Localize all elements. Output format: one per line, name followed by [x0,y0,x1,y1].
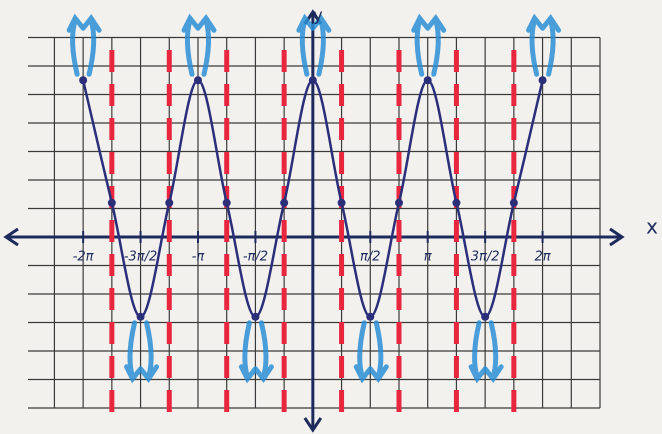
x-tick-label: -π/2 [243,250,268,265]
x-tick-label: π [424,250,432,265]
point [481,313,489,321]
y-axis-label: y [313,6,322,25]
paper [0,0,662,434]
chart: -2π -3π/2 -π -π/2 π/2 π 3π/2 2π x y [0,0,662,434]
point [510,199,518,207]
point [395,199,403,207]
point [280,199,288,207]
point [452,199,460,207]
point [165,199,173,207]
point [79,76,87,84]
x-tick-label: 3π/2 [471,250,500,265]
point [137,313,145,321]
x-tick-label: -π [192,250,205,265]
point [366,313,374,321]
x-tick-label: -2π [73,250,94,265]
point [338,199,346,207]
point [424,76,432,84]
point [539,76,547,84]
x-axis-label: x [646,215,658,239]
point [309,76,317,84]
x-tick-label: -3π/2 [124,250,157,265]
point [194,76,202,84]
point [251,313,259,321]
point [223,199,231,207]
x-tick-label: 2π [535,250,551,265]
x-tick-label: π/2 [360,250,380,265]
point [108,199,116,207]
